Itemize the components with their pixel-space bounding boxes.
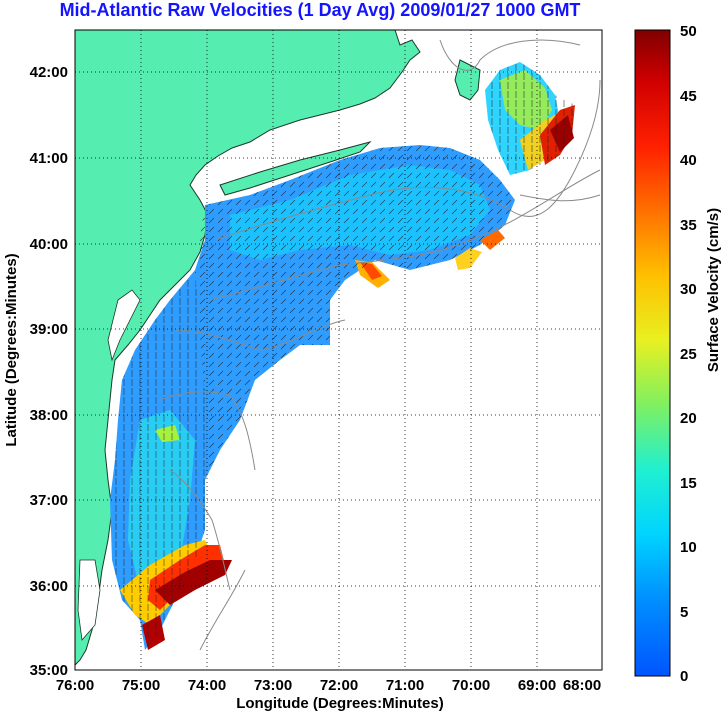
y-tick-label: 40:00 [30, 236, 68, 253]
colorbar-tick-label: 25 [680, 346, 697, 363]
x-tick-label: 73:00 [254, 677, 292, 694]
y-tick-label: 39:00 [30, 321, 68, 338]
x-tick-label: 76:00 [56, 677, 94, 694]
colorbar-tick-label: 30 [680, 281, 697, 298]
long-island [219, 141, 372, 196]
x-axis: 76:00 75:00 74:00 73:00 72:00 71:00 70:0… [56, 677, 601, 712]
colorbar-tick-label: 5 [680, 604, 688, 621]
x-tick-label: 74:00 [188, 677, 226, 694]
map-plot-area [75, 30, 602, 670]
chesapeake-bay [107, 289, 141, 362]
y-tick-label: 36:00 [30, 578, 68, 595]
colorbar-tick-label: 20 [680, 410, 697, 427]
x-tick-label: 70:00 [452, 677, 490, 694]
colorbar-tick-label: 50 [680, 23, 697, 40]
x-axis-label: Longitude (Degrees:Minutes) [236, 695, 444, 712]
velocity-field [110, 62, 575, 650]
cape-cod [454, 59, 481, 101]
colorbar-label: Surface Velocity (cm/s) [705, 208, 722, 372]
map-frame [74, 29, 603, 671]
y-tick-label: 37:00 [30, 492, 68, 509]
colorbar-tick-label: 40 [680, 152, 697, 169]
y-tick-label: 35:00 [30, 662, 68, 679]
y-tick-label: 42:00 [30, 64, 68, 81]
y-axis: 42:00 41:00 40:00 39:00 38:00 37:00 36:0… [3, 64, 68, 679]
bathymetry-contours [159, 39, 601, 651]
x-tick-label: 75:00 [122, 677, 160, 694]
pamlico-sound [77, 559, 101, 641]
colorbar-tick-label: 45 [680, 88, 697, 105]
y-axis-label: Latitude (Degrees:Minutes) [3, 253, 20, 446]
colorbar-tick-label: 0 [680, 668, 688, 685]
colorbar: 0 5 10 15 20 25 30 35 40 45 50 Surface V… [634, 23, 722, 685]
x-tick-label: 71:00 [386, 677, 424, 694]
x-tick-label: 72:00 [320, 677, 358, 694]
colorbar-tick-label: 35 [680, 217, 697, 234]
x-tick-label: 69:00 [518, 677, 556, 694]
map-grid [75, 30, 602, 670]
map-title: Mid-Atlantic Raw Velocities (1 Day Avg) … [59, 0, 581, 20]
x-tick-label: 68:00 [563, 677, 601, 694]
y-tick-label: 41:00 [30, 150, 68, 167]
colorbar-tick-label: 15 [680, 475, 697, 492]
colorbar-scale [634, 29, 671, 677]
colorbar-tick-label: 10 [680, 539, 697, 556]
y-tick-label: 38:00 [30, 407, 68, 424]
